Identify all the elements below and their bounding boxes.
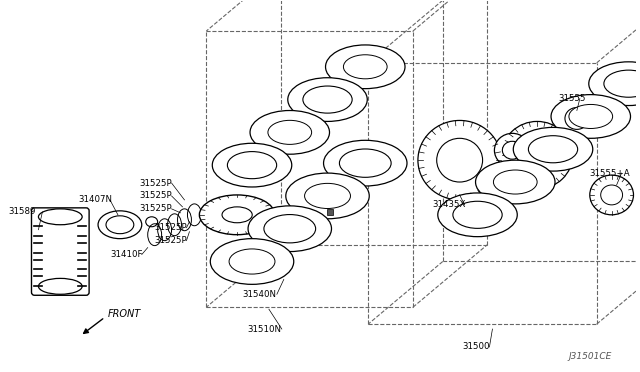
Text: 31407N: 31407N	[78, 195, 112, 204]
Text: 31589: 31589	[9, 207, 36, 217]
Ellipse shape	[495, 133, 530, 167]
Ellipse shape	[339, 149, 391, 177]
Text: 31525P: 31525P	[155, 236, 188, 245]
Ellipse shape	[324, 140, 407, 186]
FancyBboxPatch shape	[31, 208, 89, 295]
Ellipse shape	[229, 249, 275, 274]
Text: 31525P: 31525P	[140, 192, 172, 201]
Ellipse shape	[98, 211, 141, 239]
Ellipse shape	[268, 120, 312, 144]
Ellipse shape	[557, 100, 596, 137]
Ellipse shape	[250, 110, 330, 154]
Ellipse shape	[106, 216, 134, 234]
Ellipse shape	[453, 201, 502, 228]
Text: 31410F: 31410F	[110, 250, 143, 259]
Text: 31525P: 31525P	[140, 204, 172, 214]
Text: 31555+A: 31555+A	[590, 169, 630, 177]
Ellipse shape	[286, 173, 369, 219]
Ellipse shape	[590, 175, 634, 215]
Ellipse shape	[211, 239, 294, 284]
Ellipse shape	[502, 141, 522, 159]
Text: 31525P: 31525P	[140, 179, 172, 187]
Text: 31540N: 31540N	[242, 290, 276, 299]
Ellipse shape	[200, 195, 275, 235]
Ellipse shape	[436, 138, 483, 182]
Ellipse shape	[513, 127, 593, 171]
Ellipse shape	[264, 215, 316, 243]
Text: FRONT: FRONT	[108, 309, 141, 319]
Ellipse shape	[604, 70, 640, 97]
Ellipse shape	[146, 217, 157, 227]
Text: 31500: 31500	[463, 343, 490, 352]
Ellipse shape	[222, 207, 252, 223]
Ellipse shape	[38, 209, 82, 225]
Text: 31510N: 31510N	[247, 324, 281, 334]
Ellipse shape	[326, 45, 405, 89]
Ellipse shape	[212, 143, 292, 187]
Ellipse shape	[589, 62, 640, 106]
Ellipse shape	[438, 193, 517, 237]
FancyBboxPatch shape	[326, 209, 333, 215]
Ellipse shape	[529, 136, 578, 163]
Ellipse shape	[38, 278, 82, 294]
Ellipse shape	[227, 151, 276, 179]
Text: J31501CE: J31501CE	[569, 352, 612, 361]
Text: 31435X: 31435X	[433, 201, 466, 209]
Ellipse shape	[517, 136, 557, 174]
Ellipse shape	[305, 183, 351, 208]
Ellipse shape	[551, 94, 630, 138]
Ellipse shape	[288, 78, 367, 121]
Ellipse shape	[569, 105, 612, 128]
Ellipse shape	[601, 185, 623, 205]
Ellipse shape	[418, 121, 501, 200]
Ellipse shape	[502, 121, 573, 189]
Ellipse shape	[476, 160, 555, 204]
Ellipse shape	[248, 206, 332, 251]
Ellipse shape	[565, 108, 589, 129]
Text: 31525P: 31525P	[155, 223, 188, 232]
Ellipse shape	[344, 55, 387, 79]
Ellipse shape	[303, 86, 352, 113]
Text: 31555: 31555	[558, 94, 586, 103]
Ellipse shape	[493, 170, 537, 194]
